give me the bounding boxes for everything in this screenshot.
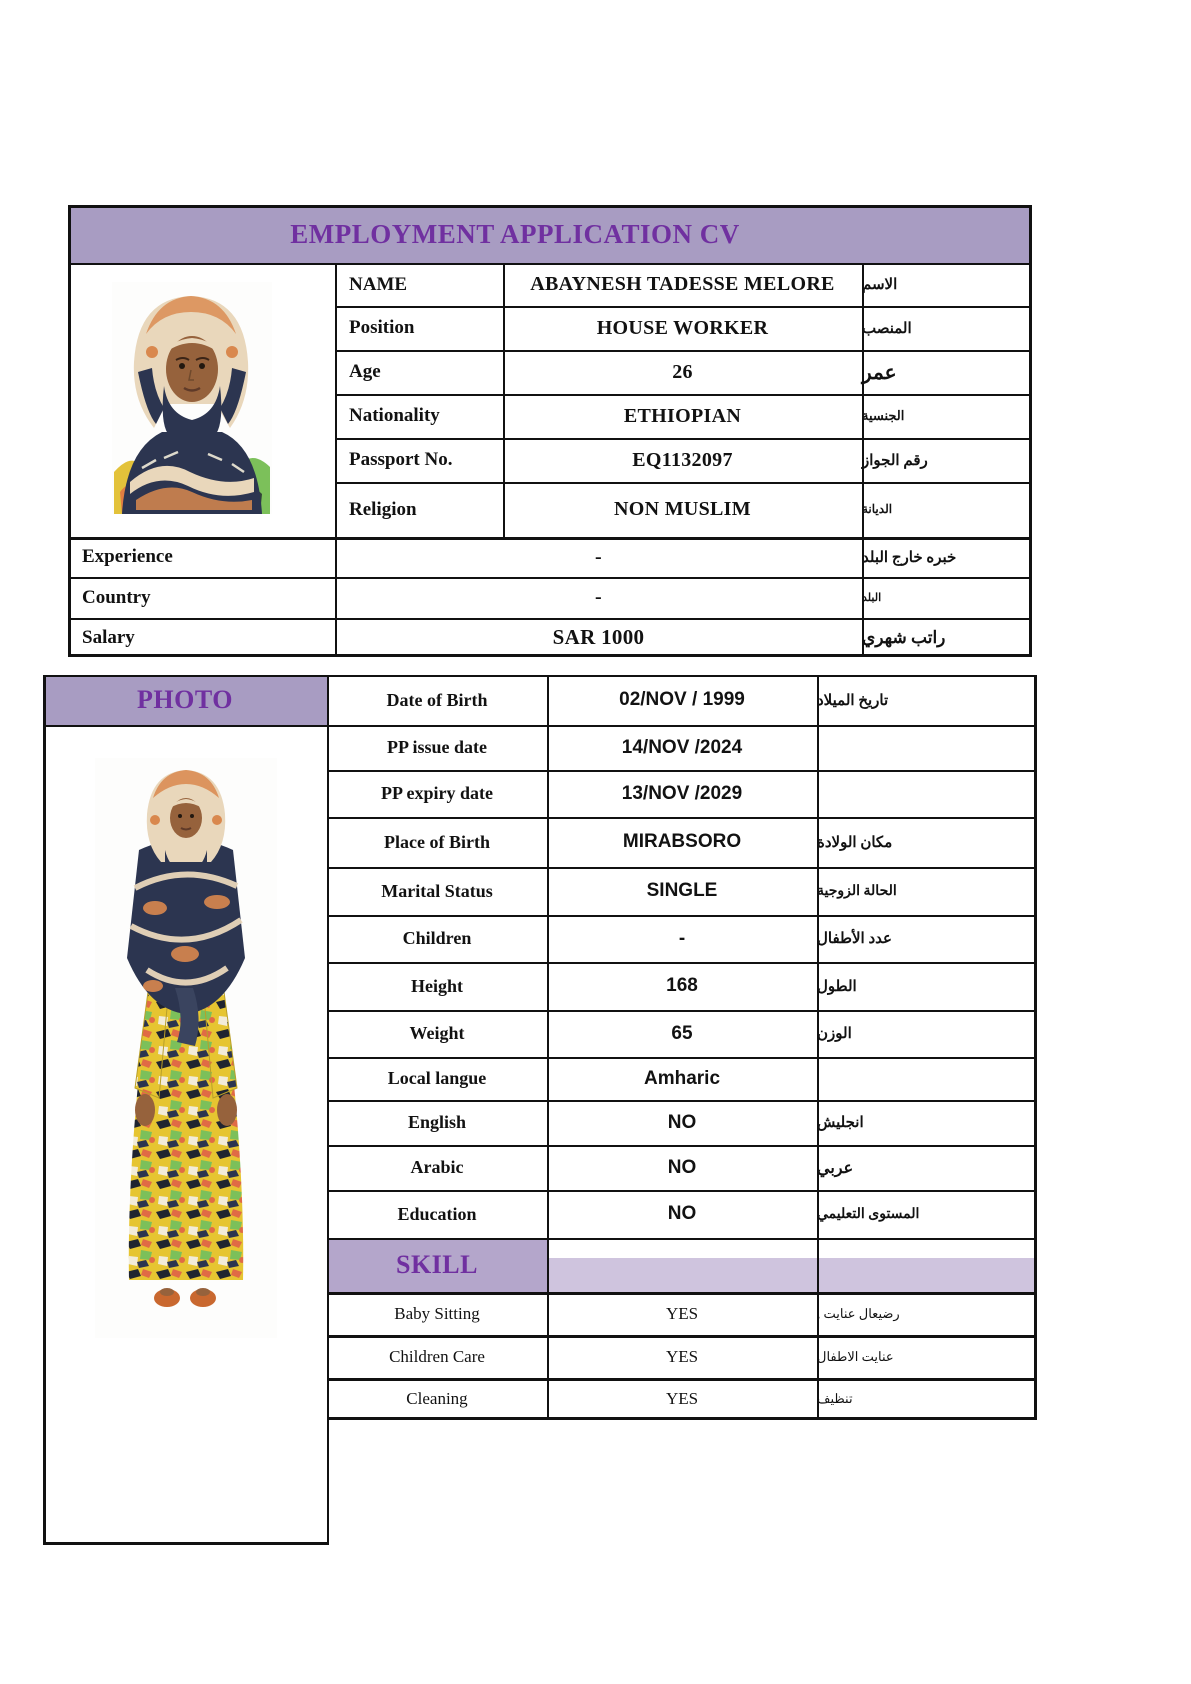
field-position-arabic: المنصب: [862, 320, 912, 337]
field-position-label: Position: [349, 317, 415, 338]
skill-children-care-arabic: عنايت الاطفال: [817, 1348, 894, 1364]
skill-cleaning-arabic: تنظيف: [817, 1391, 853, 1406]
field-name-value: ABAYNESH TADESSE MELORE: [530, 273, 835, 295]
field-passport-label: Passport No.: [349, 449, 453, 470]
field-local-language-label: Local langue: [387, 1068, 487, 1088]
field-salary-label: Salary: [82, 626, 135, 648]
field-age-label: Age: [349, 361, 381, 382]
field-arabic-value: NO: [667, 1156, 697, 1178]
field-passport-arabic: رقم الجواز: [862, 452, 928, 469]
field-pp-issue-value: 14/NOV /2024: [621, 736, 743, 758]
field-nationality-value: ETHIOPIAN: [623, 404, 742, 427]
field-birthplace-arabic: مكان الولادة: [817, 834, 893, 851]
field-english-arabic: انجليش: [817, 1115, 864, 1131]
field-marital-label: Marital Status: [381, 880, 493, 901]
field-arabic-arabic: عربي: [817, 1159, 854, 1177]
skill-children-care-label: Children Care: [389, 1346, 485, 1366]
field-name-arabic: الاسم: [862, 277, 898, 293]
page-title: EMPLOYMENT APPLICATION CV: [290, 218, 740, 249]
field-local-language-arabic: [817, 1057, 1037, 1100]
field-age-arabic: عمر: [862, 361, 897, 384]
field-marital-value: SINGLE: [646, 880, 718, 901]
field-dob-label: Date of Birth: [386, 689, 488, 710]
field-birthplace-value: MIRABSORO: [622, 831, 742, 852]
field-position-value: HOUSE WORKER: [596, 316, 769, 339]
skill-children-care-value: YES: [665, 1346, 699, 1366]
applicant-full-body-photo: [95, 758, 277, 1338]
field-pp-issue-arabic: [817, 725, 1037, 770]
field-name-label: NAME: [349, 273, 408, 295]
skill-baby-sitting-arabic: رضيعال عنايت ,: [817, 1305, 900, 1321]
field-country-value: -: [595, 586, 602, 608]
field-children-arabic: عدد الأطفال: [817, 931, 892, 947]
field-education-arabic: المستوى التعليمي: [817, 1206, 920, 1222]
field-country-label: Country: [82, 586, 151, 608]
field-religion-label: Religion: [349, 498, 417, 520]
field-pp-issue-label: PP issue date: [386, 737, 487, 757]
field-experience-arabic: خبره خارج البلد: [862, 549, 957, 566]
field-pp-expiry-arabic: [817, 770, 1037, 817]
field-children-value: -: [678, 927, 686, 949]
field-local-language-value: Amharic: [643, 1067, 721, 1089]
field-religion-arabic: الديانة: [862, 502, 893, 516]
field-country-arabic: البلد: [862, 592, 882, 604]
field-passport-value: EQ1132097: [632, 448, 733, 471]
field-marital-arabic: الحالة الزوجية: [817, 883, 897, 899]
field-dob-arabic: تاريخ الميلاد: [817, 692, 889, 709]
field-dob-value: 02/NOV / 1999: [619, 689, 745, 710]
field-education-label: Education: [397, 1203, 477, 1224]
field-weight-arabic: الوزن: [817, 1026, 852, 1042]
field-salary-arabic: راتب شهري: [862, 627, 946, 647]
skill-header-cell: [327, 1238, 547, 1292]
field-arabic-label: Arabic: [410, 1157, 464, 1177]
field-nationality-label: Nationality: [349, 405, 440, 426]
applicant-portrait-photo: [112, 282, 272, 514]
skill-cleaning-label: Cleaning: [406, 1389, 468, 1408]
field-height-label: Height: [411, 975, 463, 996]
field-height-arabic: الطول: [817, 978, 857, 995]
field-education-value: NO: [667, 1203, 697, 1224]
skill-section-title: SKILL: [396, 1250, 478, 1279]
field-experience-label: Experience: [82, 546, 173, 567]
field-birthplace-label: Place of Birth: [384, 831, 490, 852]
skill-row-strip: [547, 1258, 1037, 1292]
skill-cleaning-value: YES: [665, 1389, 699, 1408]
field-pp-expiry-value: 13/NOV /2029: [621, 782, 743, 804]
field-children-label: Children: [402, 928, 472, 948]
skill-baby-sitting-label: Baby Sitting: [394, 1303, 480, 1323]
field-english-value: NO: [667, 1111, 697, 1133]
field-nationality-arabic: الجنسية: [862, 408, 905, 423]
field-pp-expiry-label: PP expiry date: [381, 783, 493, 803]
field-weight-label: Weight: [409, 1023, 465, 1043]
field-experience-value: -: [595, 545, 602, 568]
field-weight-value: 65: [671, 1022, 693, 1044]
cv-header-band: [68, 205, 1032, 263]
field-age-value: 26: [672, 360, 693, 383]
field-religion-value: NON MUSLIM: [614, 498, 751, 520]
photo-section-title: PHOTO: [137, 685, 233, 714]
field-english-label: English: [407, 1112, 467, 1132]
photo-header-band: [43, 675, 327, 725]
skill-baby-sitting-value: YES: [665, 1303, 699, 1323]
field-salary-value: SAR 1000: [552, 625, 645, 649]
field-height-value: 168: [666, 975, 698, 996]
